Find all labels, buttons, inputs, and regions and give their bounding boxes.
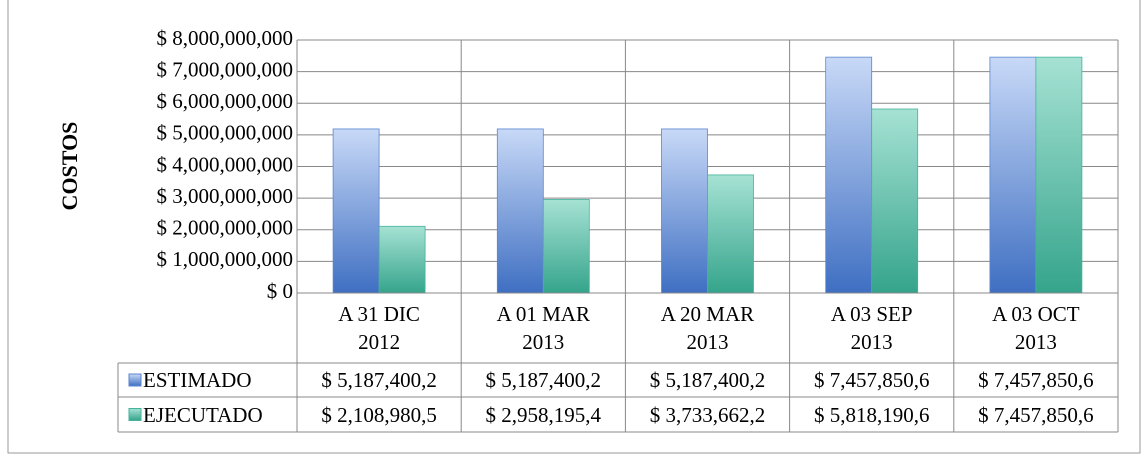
table-value: $ 7,457,850,6 (978, 402, 1094, 427)
bar (989, 56, 1037, 294)
frame (7, 0, 1141, 454)
y-tick-label: $ 4,000,000,000 (157, 152, 294, 176)
legend-key (128, 408, 142, 421)
table-value: $ 5,187,400,2 (485, 368, 602, 392)
y-tick-label: $ 5,000,000,000 (157, 121, 294, 145)
legend-label: ESTIMADO (143, 368, 252, 392)
bar (661, 128, 708, 294)
bar (332, 128, 380, 294)
x-tick-label: A 31 DIC 2012 (338, 302, 420, 354)
table-value: $ 7,457,850,6 (813, 368, 930, 392)
y-tick-label: $ 2,000,000,000 (157, 216, 294, 240)
bar (496, 128, 544, 294)
table-value: $ 3,733,662,2 (649, 402, 766, 427)
x-tick-label: A 20 MAR 2013 (660, 302, 755, 354)
y-tick-label: $ 6,000,000,000 (157, 89, 294, 113)
table-value: $ 2,108,980,5 (321, 402, 437, 427)
table-value: $ 5,818,190,6 (813, 402, 930, 427)
x-tick-label: A 01 MAR 2013 (496, 302, 590, 354)
y-tick-label: $ 3,000,000,000 (157, 184, 294, 208)
bar (378, 225, 426, 294)
bar (542, 199, 590, 294)
y-tick-label: $ 7,000,000,000 (157, 57, 294, 81)
table-value: $ 5,187,400,2 (649, 368, 766, 392)
table-value: $ 2,958,195,4 (485, 402, 602, 427)
table-value: $ 7,457,850,6 (978, 368, 1094, 392)
legend-key (128, 373, 142, 387)
bar (871, 108, 919, 294)
y-tick-label: $ 8,000,000,000 (157, 26, 294, 50)
y-tick-label: $ 1,000,000,000 (157, 247, 294, 271)
legend-label: EJECUTADO (143, 402, 263, 427)
bar (825, 56, 873, 294)
x-tick-label: A 03 OCT 2013 (992, 302, 1080, 354)
x-tick-label: A 03 SEP 2013 (830, 302, 913, 354)
y-tick-label: $ 0 (267, 279, 293, 303)
table-value: $ 5,187,400,2 (321, 368, 437, 392)
bar (1035, 56, 1083, 294)
bar (707, 174, 754, 294)
y-axis-label: COSTOS (57, 122, 82, 211)
